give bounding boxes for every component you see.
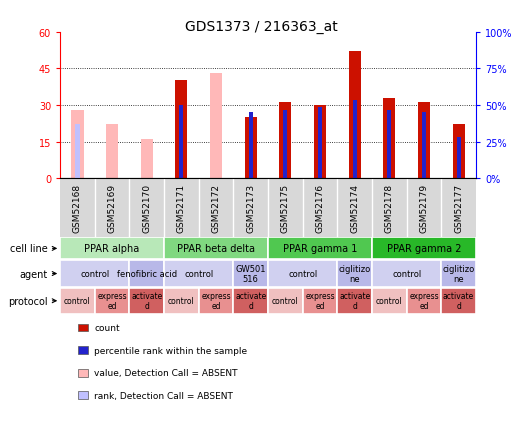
Bar <box>164 288 199 314</box>
Bar <box>383 99 395 179</box>
Text: agent: agent <box>20 269 48 279</box>
Bar <box>407 288 441 314</box>
Bar <box>422 113 426 179</box>
Bar <box>441 261 476 287</box>
Bar <box>60 288 95 314</box>
Text: express
ed: express ed <box>201 291 231 311</box>
Bar <box>353 101 357 179</box>
Text: protocol: protocol <box>8 296 48 306</box>
Text: cell line: cell line <box>10 244 48 254</box>
Bar <box>457 138 461 179</box>
Text: PPAR gamma 1: PPAR gamma 1 <box>283 244 357 254</box>
Bar <box>141 140 153 179</box>
Bar <box>245 118 257 179</box>
Text: fenofibric acid: fenofibric acid <box>117 270 177 278</box>
Text: GSM52178: GSM52178 <box>385 184 394 233</box>
Text: activate
d: activate d <box>339 291 370 311</box>
Bar <box>318 108 322 179</box>
Bar <box>175 81 187 179</box>
Text: GSM52168: GSM52168 <box>73 184 82 233</box>
Text: control: control <box>272 296 299 306</box>
Bar <box>268 261 337 287</box>
Bar <box>337 261 372 287</box>
Bar <box>387 111 391 179</box>
Text: control: control <box>376 296 403 306</box>
Text: control: control <box>392 270 421 278</box>
Bar <box>303 288 337 314</box>
Text: express
ed: express ed <box>305 291 335 311</box>
Text: PPAR alpha: PPAR alpha <box>85 244 140 254</box>
Bar <box>372 288 407 314</box>
Bar <box>268 238 372 260</box>
Text: percentile rank within the sample: percentile rank within the sample <box>94 346 247 355</box>
Bar <box>72 111 84 179</box>
Text: count: count <box>94 323 120 332</box>
Bar <box>199 288 233 314</box>
Bar <box>283 111 288 179</box>
Bar <box>75 125 79 179</box>
Text: GSM52169: GSM52169 <box>108 184 117 233</box>
Text: value, Detection Call = ABSENT: value, Detection Call = ABSENT <box>94 368 237 377</box>
Bar <box>95 288 129 314</box>
Text: control: control <box>64 296 91 306</box>
Bar <box>129 261 164 287</box>
Bar <box>164 238 268 260</box>
Bar <box>372 261 441 287</box>
Text: GW501
516: GW501 516 <box>235 264 266 283</box>
Text: PPAR gamma 2: PPAR gamma 2 <box>386 244 461 254</box>
Text: GSM52177: GSM52177 <box>454 184 463 233</box>
Bar <box>441 288 476 314</box>
Bar <box>372 238 476 260</box>
Bar <box>314 106 326 179</box>
Bar <box>60 238 164 260</box>
Bar <box>452 125 464 179</box>
Text: rank, Detection Call = ABSENT: rank, Detection Call = ABSENT <box>94 391 233 400</box>
Text: GSM52170: GSM52170 <box>142 184 151 233</box>
Bar <box>418 103 430 179</box>
Text: GSM52176: GSM52176 <box>315 184 324 233</box>
Text: GSM52172: GSM52172 <box>212 184 221 233</box>
Bar <box>233 288 268 314</box>
Bar <box>248 113 253 179</box>
Text: control: control <box>288 270 317 278</box>
Bar <box>349 52 361 179</box>
Text: GSM52173: GSM52173 <box>246 184 255 233</box>
Text: ciglitizo
ne: ciglitizo ne <box>338 264 371 283</box>
Bar <box>268 288 303 314</box>
Text: GSM52175: GSM52175 <box>281 184 290 233</box>
Text: express
ed: express ed <box>97 291 127 311</box>
Bar <box>210 74 222 179</box>
Text: GSM52174: GSM52174 <box>350 184 359 233</box>
Text: control: control <box>168 296 195 306</box>
Text: express
ed: express ed <box>409 291 439 311</box>
Text: GSM52171: GSM52171 <box>177 184 186 233</box>
Bar <box>337 288 372 314</box>
Text: activate
d: activate d <box>235 291 266 311</box>
Text: GDS1373 / 216363_at: GDS1373 / 216363_at <box>185 20 338 33</box>
Bar <box>106 125 118 179</box>
Text: activate
d: activate d <box>443 291 474 311</box>
Text: ciglitizo
ne: ciglitizo ne <box>442 264 475 283</box>
Bar <box>60 261 129 287</box>
Text: control: control <box>184 270 213 278</box>
Bar <box>164 261 233 287</box>
Text: activate
d: activate d <box>131 291 163 311</box>
Bar <box>279 103 291 179</box>
Bar <box>233 261 268 287</box>
Bar <box>129 288 164 314</box>
Text: GSM52179: GSM52179 <box>419 184 428 233</box>
Bar <box>179 106 184 179</box>
Text: PPAR beta delta: PPAR beta delta <box>177 244 255 254</box>
Text: control: control <box>80 270 109 278</box>
